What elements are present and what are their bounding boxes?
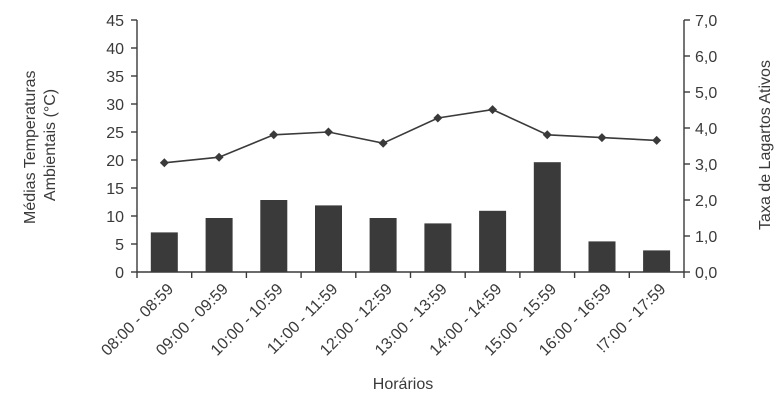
y-left-tick-label-35: 35	[106, 69, 124, 86]
y-left-tick-label-40: 40	[106, 41, 124, 58]
y-left-tick-label-0: 0	[115, 265, 124, 282]
y-left-tick-label-10: 10	[106, 209, 124, 226]
temperature-line	[164, 108, 657, 164]
y-right-tick-label-5: 5,0	[695, 85, 717, 102]
bar-8	[533, 162, 561, 272]
y-right-tick-label-7: 7,0	[695, 13, 717, 30]
bars-layer	[150, 162, 671, 272]
y-right-tick-label-2: 2,0	[695, 193, 717, 210]
y-right-tick-label-0: 0,0	[695, 265, 717, 282]
y-right-tick-label-4: 4,0	[695, 121, 717, 138]
y-right-tick-label-3: 3,0	[695, 157, 717, 174]
y-left-tick-label-45: 45	[106, 13, 124, 30]
bar-5	[369, 218, 397, 272]
bar-10	[643, 250, 671, 272]
line-point-10	[652, 135, 662, 145]
ticks-layer: 0 5 10 15 20 25 30 35 40 45 0,0 1,0 2,0 3,0 4,0 5,0 6,0 7…	[98, 13, 717, 360]
y-right-tick-label-1: 1,0	[695, 229, 717, 246]
bar-1	[150, 232, 178, 272]
y-axis-title-left: Médias Temperaturas Ambientais (°C)	[22, 66, 59, 224]
line-layer	[159, 105, 662, 168]
y-left-tick-label-25: 25	[106, 125, 124, 142]
bar-4	[315, 205, 342, 272]
line-point-6	[433, 113, 443, 123]
bar-2	[205, 218, 233, 272]
line-point-7	[488, 105, 498, 115]
y-left-tick-label-15: 15	[106, 181, 124, 198]
bar-6	[424, 223, 452, 272]
bar-7	[479, 210, 507, 272]
line-point-3	[269, 130, 279, 140]
y-axis-title-left-line-1: Médias Temperaturas	[22, 70, 39, 224]
bar-3	[260, 200, 288, 272]
axes-layer	[131, 19, 690, 278]
line-point-9	[597, 133, 607, 143]
line-point-4	[323, 127, 333, 137]
y-axis-title-left-line-2: Ambientais (°C)	[42, 89, 59, 201]
line-point-2	[214, 152, 224, 162]
y-right-tick-label-6: 6,0	[695, 49, 717, 66]
line-point-8	[542, 130, 552, 140]
line-point-5	[378, 138, 388, 148]
y-left-tick-label-30: 30	[106, 97, 124, 114]
bar-9	[588, 241, 616, 272]
y-left-tick-label-20: 20	[106, 153, 124, 170]
line-point-1	[159, 158, 169, 168]
y-axis-title-right: Taxa de Lagartos Ativos	[757, 60, 774, 230]
y-left-tick-label-5: 5	[115, 237, 124, 254]
x-axis-title: Horários	[373, 376, 433, 393]
